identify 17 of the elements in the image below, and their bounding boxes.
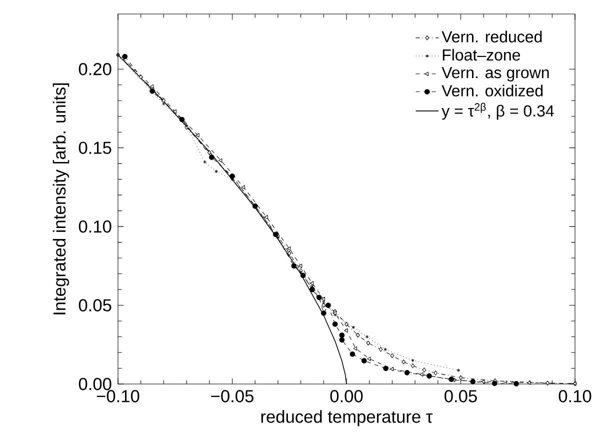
y-tick-label: 0.00 bbox=[78, 378, 112, 390]
y-tick-label: 0.05 bbox=[78, 299, 112, 312]
x-tick-label: 0.05 bbox=[444, 390, 477, 402]
x-tick-label: −0.10 bbox=[96, 390, 140, 402]
y-tick-label: 0.20 bbox=[78, 62, 112, 76]
legend-label: y = τ$^{2β}$, β = 0.34 bbox=[442, 102, 554, 120]
y-tick-label: 0.10 bbox=[78, 220, 112, 233]
legend-label: Vern. reduced bbox=[442, 30, 542, 42]
y-axis-title: Integrated intensity [arb. units] bbox=[52, 83, 70, 314]
legend-label: Vern. as grown bbox=[442, 67, 549, 82]
x-tick-label: −0.05 bbox=[211, 390, 254, 402]
x-tick-label: 0.10 bbox=[558, 390, 592, 402]
y-tick-label: 0.15 bbox=[78, 142, 112, 154]
x-axis-title: reduced temperature τ bbox=[261, 410, 433, 426]
x-tick-label: 0.00 bbox=[330, 390, 363, 402]
legend-label: Float–zone bbox=[442, 48, 520, 61]
legend-label: Vern. oxidized bbox=[442, 84, 543, 96]
